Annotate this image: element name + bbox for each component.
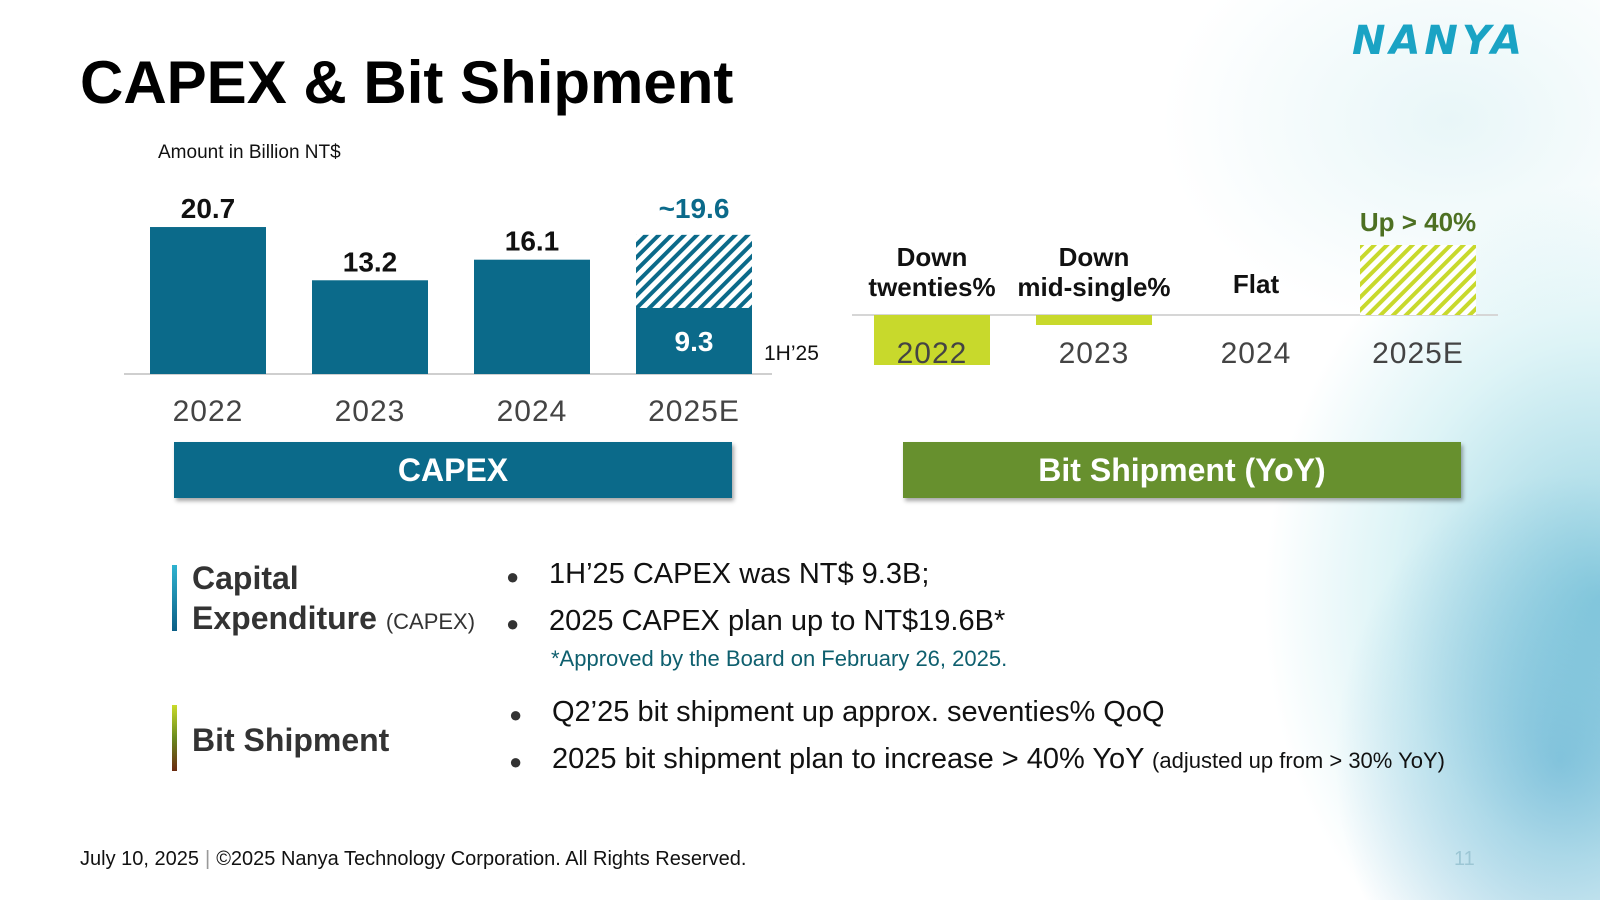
page-title: CAPEX & Bit Shipment (80, 49, 734, 116)
bit-value-label: mid-single% (1017, 272, 1170, 302)
capex-chart: 20.7 2022 13.2 2023 16.1 2024 9.3 1H’25 ~19.6 202… (150, 193, 819, 428)
capex-x-tick: 2025E (648, 395, 740, 428)
nanya-logo: NANYA (1352, 18, 1527, 64)
capex-x-tick: 2023 (335, 395, 406, 428)
capex-bar (150, 227, 266, 374)
bit-x-tick: 2022 (897, 337, 968, 370)
capex-bar (474, 259, 590, 374)
bit-value-label: Down (1059, 242, 1130, 272)
bit-shipment-banner: Bit Shipment (YoY) (903, 442, 1461, 498)
capex-partial-period-label: 1H’25 (764, 342, 819, 365)
footer-date: July 10, 2025 (80, 848, 199, 870)
bullet-dot: ● (509, 702, 523, 727)
footer-copyright: ©2025 Nanya Technology Corporation. All … (216, 848, 747, 870)
unit-label: Amount in Billion NT$ (158, 142, 341, 163)
bit-x-tick: 2025E (1372, 337, 1464, 370)
bit-value-label: Down (897, 242, 968, 272)
capex-section-label: Capital Expenditure (CAPEX) (192, 558, 475, 642)
bullet-text: 1H’25 CAPEX was NT$ 9.3B; (549, 558, 930, 590)
bit-shipment-chart: Downtwenties%2022Downmid-single%2023Flat… (868, 207, 1476, 370)
bullet-dot: ● (506, 564, 520, 589)
capex-x-tick: 2022 (173, 395, 244, 428)
charts-canvas: 20.7 2022 13.2 2023 16.1 2024 9.3 1H’25 ~19.6 202… (124, 193, 1498, 428)
bit-bar-down (874, 315, 990, 365)
capex-partial-value-label: 9.3 (675, 326, 714, 357)
capex-label-line1: Capital (192, 560, 299, 596)
capex-value-label: 13.2 (343, 246, 398, 277)
bit-value-label: Up > 40% (1360, 207, 1476, 237)
capex-bar-estimate-hatch (636, 234, 752, 308)
bit-section-label: Bit Shipment (192, 722, 390, 758)
capex-value-label: ~19.6 (659, 193, 730, 224)
capex-value-label: 20.7 (181, 193, 236, 224)
capex-label-line2: Expenditure (192, 600, 377, 636)
bit-bar-up (1360, 245, 1476, 315)
capex-accent-bar (172, 565, 177, 631)
bullet-text: 2025 bit shipment plan to increase > 40%… (552, 743, 1445, 776)
bit-x-tick: 2023 (1059, 337, 1130, 370)
capex-footnote: *Approved by the Board on February 26, 2… (551, 646, 1008, 671)
bullet-dot: ● (509, 749, 523, 774)
bit-bar-down (1036, 315, 1152, 325)
bullet-text: 2025 CAPEX plan up to NT$19.6B* (549, 605, 1006, 637)
bullet-main-text: 2025 bit shipment plan to increase > 40%… (552, 743, 1144, 775)
page-number: 11 (1454, 848, 1475, 870)
footer-separator: | (204, 848, 211, 870)
capex-value-label: 16.1 (505, 226, 560, 257)
bullet-text: Q2’25 bit shipment up approx. seventies%… (552, 696, 1165, 728)
capex-bar (312, 280, 428, 374)
bit-x-tick: 2024 (1221, 337, 1292, 370)
bit-value-label: twenties% (868, 272, 995, 302)
bit-value-label: Flat (1233, 269, 1280, 299)
bullet-dot: ● (506, 611, 520, 636)
footer: July 10, 2025 | ©2025 Nanya Technology Cor… (80, 848, 746, 871)
bullet-note: (adjusted up from > 30% YoY) (1152, 748, 1445, 773)
capex-banner: CAPEX (174, 442, 732, 498)
capex-x-tick: 2024 (497, 395, 568, 428)
capex-bar-1h25 (636, 307, 752, 374)
capex-label-sub: (CAPEX) (385, 609, 476, 634)
bit-accent-bar (172, 705, 177, 771)
